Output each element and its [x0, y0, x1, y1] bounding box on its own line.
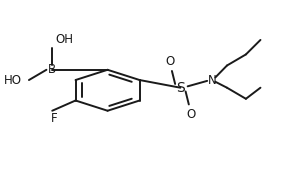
Text: N: N	[208, 73, 217, 87]
Text: S: S	[176, 81, 185, 95]
Text: O: O	[165, 55, 174, 68]
Text: OH: OH	[55, 33, 73, 46]
Text: HO: HO	[4, 73, 22, 87]
Text: F: F	[51, 112, 57, 125]
Text: B: B	[48, 63, 56, 76]
Text: O: O	[187, 108, 196, 121]
